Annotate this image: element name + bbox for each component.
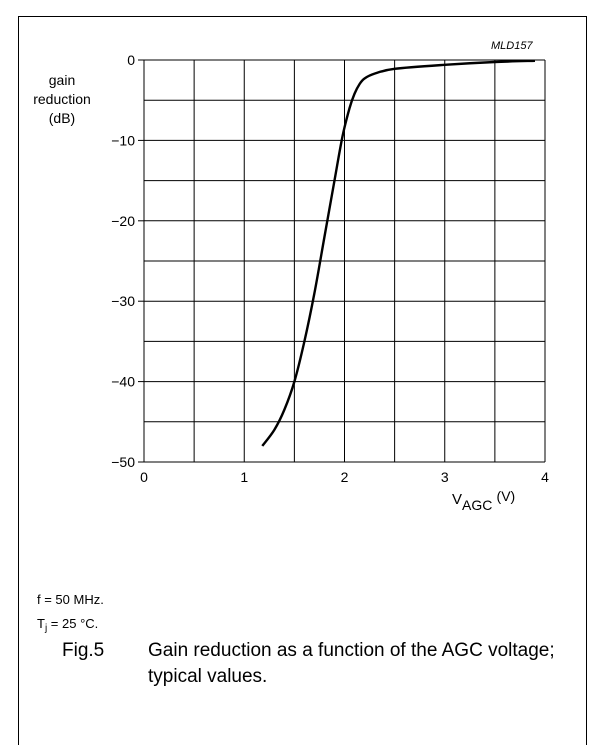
y-tick-label: −10 [111,132,135,148]
series-group [261,59,536,447]
chart-grid [138,59,546,463]
caption-text: Gain reduction as a function of the AGC … [148,640,555,687]
x-tick-label: 4 [541,469,549,485]
condition-frequency: f = 50 MHz. [37,592,104,607]
x-tick-label: 1 [240,469,248,485]
y-tick-label: −40 [111,374,135,390]
caption-figure-number: Fig.5 [62,640,105,661]
x-tick-label: 3 [441,469,449,485]
y-axis-label: gain reduction (dB) [23,71,101,128]
x-label-main: V [452,491,463,508]
y-label-line: gain [48,72,76,88]
x-label-unit: (V) [496,488,516,504]
tick-labels: 0 −10 −20 −30 −40 −50 0 1 2 3 4 [111,52,549,485]
figure-frame [18,16,587,745]
y-tick-label: −20 [111,213,135,229]
y-tick-label: −50 [111,454,135,470]
x-label-sub: AGC [462,497,493,513]
y-label-line: (dB) [48,110,76,126]
y-tick-label: 0 [127,52,135,68]
temp-value: = 25 °C. [47,616,99,631]
series-line [261,59,536,447]
x-axis-label: VAGC (V) [452,488,515,513]
y-tick-label: −30 [111,293,135,309]
x-tick-label: 2 [341,469,349,485]
x-tick-label: 0 [140,469,148,485]
y-label-line: reduction [33,91,91,107]
temp-subscript: j [44,623,48,634]
condition-temperature: Tj = 25 °C. [37,616,98,634]
temp-symbol: T [37,616,45,631]
figure-code: MLD157 [491,40,533,52]
